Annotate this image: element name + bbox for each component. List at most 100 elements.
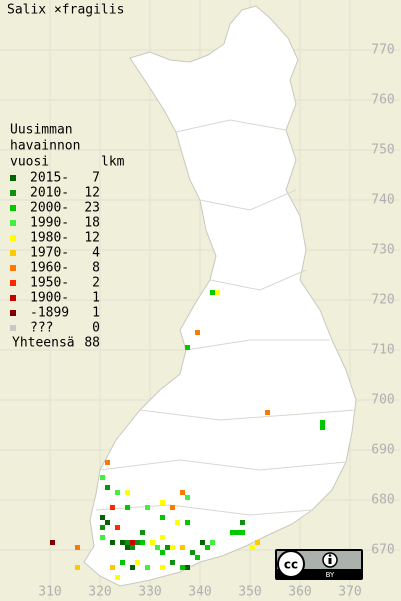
observation-square	[180, 565, 185, 570]
legend-heading: havainnon	[10, 139, 80, 154]
observation-square	[175, 520, 180, 525]
x-tick-label: 360	[288, 585, 311, 600]
observation-square	[125, 545, 130, 550]
observation-square	[170, 505, 175, 510]
total-count: 88	[84, 336, 100, 351]
observation-squares	[50, 290, 325, 580]
legend-swatch	[10, 250, 16, 256]
region-borders	[95, 119, 357, 516]
observation-square	[195, 555, 200, 560]
by-icon-body	[328, 558, 332, 564]
legend-swatch	[10, 280, 16, 286]
y-tick-label: 670	[371, 543, 394, 558]
y-tick-label: 750	[371, 143, 394, 158]
x-tick-label: 370	[338, 585, 361, 600]
observation-square	[250, 545, 255, 550]
observation-square	[190, 550, 195, 555]
legend-count-heading: lkm	[101, 155, 125, 170]
legend-label: 2010-	[30, 186, 69, 201]
cc-circle	[277, 550, 305, 578]
observation-square	[255, 540, 260, 545]
legend-swatch	[10, 190, 16, 196]
observation-square	[135, 560, 140, 565]
observation-square	[160, 500, 165, 505]
observation-square	[185, 495, 190, 500]
observation-square	[265, 410, 270, 415]
finland-outline	[83, 5, 357, 587]
observation-square	[105, 520, 110, 525]
observation-square	[150, 540, 155, 545]
observation-square	[145, 505, 150, 510]
legend-label: 1960-	[30, 261, 69, 276]
title: Salix ×fragilis	[7, 3, 124, 18]
observation-square	[145, 565, 150, 570]
observation-square	[105, 460, 110, 465]
legend-swatch	[10, 220, 16, 226]
observation-square	[115, 490, 120, 495]
observation-square	[200, 540, 205, 545]
observation-square	[235, 530, 240, 535]
observation-square	[75, 565, 80, 570]
observation-square	[320, 420, 325, 425]
x-tick-label: 340	[188, 585, 211, 600]
y-tick-label: 730	[371, 243, 394, 258]
observation-square	[100, 525, 105, 530]
y-tick-label: 720	[371, 293, 394, 308]
legend-count: 2	[92, 276, 100, 291]
observation-square	[110, 505, 115, 510]
observation-square	[100, 515, 105, 520]
observation-square	[125, 505, 130, 510]
legend-label: 1990-	[30, 216, 69, 231]
observation-square	[320, 425, 325, 430]
legend-label: ???	[30, 321, 53, 336]
legend-count: 1	[92, 291, 100, 306]
legend-count: 23	[84, 201, 100, 216]
observation-square	[230, 530, 235, 535]
observation-square	[50, 540, 55, 545]
legend-count: 12	[84, 231, 100, 246]
legend-count: 1	[92, 306, 100, 321]
observation-square	[180, 545, 185, 550]
x-tick-label: 320	[88, 585, 111, 600]
observation-square	[185, 345, 190, 350]
observation-square	[120, 540, 125, 545]
legend-heading: vuosi	[10, 155, 49, 170]
observation-square	[120, 560, 125, 565]
legend-count: 4	[92, 246, 100, 261]
observation-square	[180, 490, 185, 495]
legend-swatch	[10, 295, 16, 301]
observation-square	[170, 545, 175, 550]
legend-label: 2000-	[30, 201, 69, 216]
license-badge: cc BY	[275, 549, 363, 580]
x-tick-label: 330	[138, 585, 161, 600]
legend-count: 7	[92, 171, 100, 186]
observation-square	[130, 540, 135, 545]
y-tick-label: 680	[371, 493, 394, 508]
legend-swatch	[10, 265, 16, 271]
x-tick-label: 350	[238, 585, 261, 600]
observation-square	[135, 540, 140, 545]
legend-swatch	[10, 325, 16, 331]
observation-square	[110, 565, 115, 570]
observation-square	[130, 545, 135, 550]
total-label: Yhteensä	[12, 336, 75, 351]
observation-square	[160, 535, 165, 540]
observation-square	[210, 290, 215, 295]
observation-square	[110, 540, 115, 545]
x-tick-label: 310	[38, 585, 61, 600]
observation-square	[130, 565, 135, 570]
observation-square	[75, 545, 80, 550]
y-tick-label: 710	[371, 343, 394, 358]
observation-square	[185, 520, 190, 525]
observation-square	[125, 490, 130, 495]
observation-square	[240, 520, 245, 525]
observation-square	[160, 565, 165, 570]
observation-square	[240, 530, 245, 535]
observation-square	[115, 575, 120, 580]
legend-swatch	[10, 310, 16, 316]
legend-label: 1950-	[30, 276, 69, 291]
legend-heading: Uusimman	[10, 123, 73, 138]
observation-square	[210, 540, 215, 545]
